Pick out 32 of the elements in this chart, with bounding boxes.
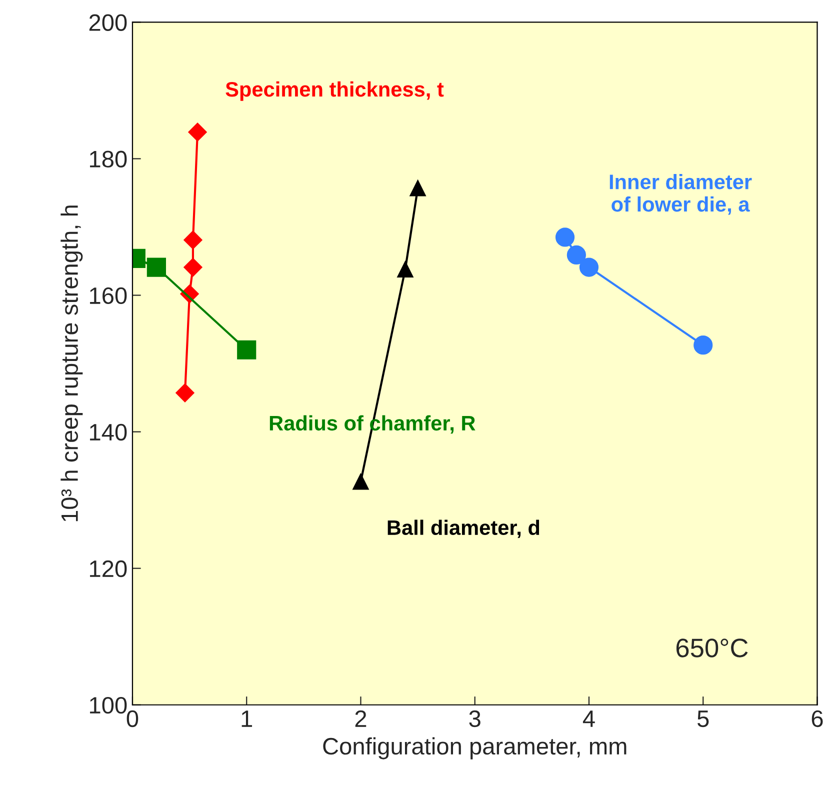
- point: [237, 340, 256, 360]
- x-tick-label: 1: [242, 710, 252, 727]
- point: [184, 230, 202, 250]
- series-label: Specimen thickness, t: [226, 81, 444, 101]
- point: [579, 258, 599, 277]
- x-tick-label: 2: [355, 710, 366, 727]
- point: [184, 258, 202, 277]
- y-axis-title: 10³ h creep rupture strength, h: [60, 206, 83, 522]
- x-tick-label: 6: [812, 710, 823, 728]
- annotation: 650°C: [676, 638, 748, 658]
- y-tick-label: 100: [90, 696, 127, 714]
- point: [352, 473, 369, 490]
- point: [694, 336, 713, 355]
- point: [176, 384, 194, 402]
- point: [397, 261, 414, 278]
- x-tick-label: 4: [582, 710, 595, 727]
- x-axis-title: Configuration parameter, mm: [323, 737, 626, 760]
- x-tick-label: 3: [469, 710, 480, 728]
- y-tick-label: 140: [90, 424, 127, 441]
- point: [410, 180, 426, 196]
- point: [555, 228, 575, 247]
- point: [146, 258, 166, 277]
- point: [566, 245, 586, 265]
- y-tick-label: 180: [90, 150, 127, 168]
- series-label: Ball diameter, d: [388, 520, 540, 538]
- y-tick-label: 200: [89, 14, 127, 31]
- y-tick-label: 160: [90, 287, 127, 304]
- x-tick-label: 0: [126, 710, 138, 728]
- series-label: Inner diameter of lower die, a: [610, 174, 752, 215]
- point: [188, 122, 207, 142]
- y-tick-label: 120: [90, 560, 127, 578]
- x-tick-label: 5: [697, 710, 709, 728]
